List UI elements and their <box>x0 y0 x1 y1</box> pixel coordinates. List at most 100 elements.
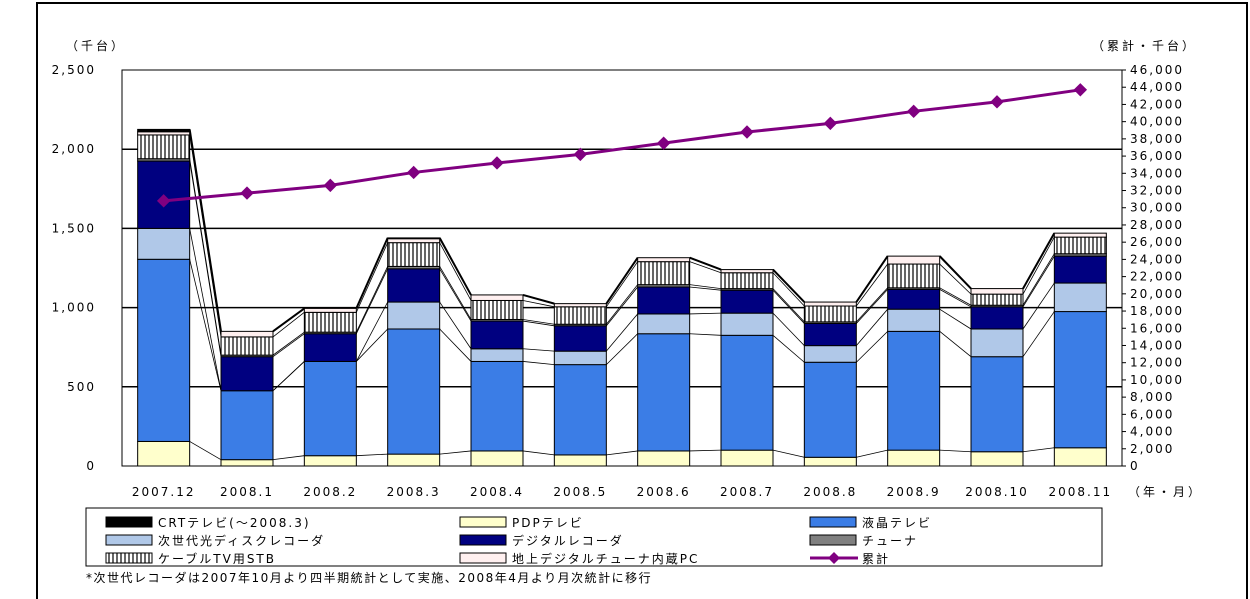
series-connector <box>272 455 305 461</box>
series-connector <box>355 268 389 334</box>
cumulative-point <box>156 194 171 208</box>
y-right-tick-label: 16,000 <box>1130 321 1184 335</box>
series-connector <box>1022 311 1055 357</box>
y-right-tick-label: 42,000 <box>1130 97 1184 111</box>
series-connector <box>522 450 555 456</box>
x-tick-label: 2008.10 <box>965 485 1029 499</box>
legend-swatch-stb <box>105 552 153 564</box>
cumulative-point <box>573 147 588 162</box>
bar-lcd <box>387 328 441 455</box>
y-right-tick-label: 26,000 <box>1130 235 1184 249</box>
bar-pdp <box>220 459 274 467</box>
y-right-tick-label: 38,000 <box>1130 132 1184 146</box>
y-right-tick-label: 30,000 <box>1130 201 1184 215</box>
legend-label-dvr: デジタルレコーダ <box>512 533 624 548</box>
series-connector <box>355 301 389 362</box>
bar-dvr <box>720 289 774 314</box>
x-axis-label: （年・月） <box>1128 485 1203 499</box>
series-connector <box>356 328 388 362</box>
series-connector <box>689 261 722 274</box>
bar-pc <box>1053 232 1107 238</box>
x-tick-label: 2008.2 <box>303 485 357 499</box>
bar-dvr <box>387 268 441 303</box>
bar-dvr <box>1053 255 1107 284</box>
bar-dvr <box>887 288 941 310</box>
bar-lcd <box>220 390 274 461</box>
series-connector <box>606 284 638 325</box>
bar-layer <box>137 128 1107 467</box>
legend-label-lcd: 液晶テレビ <box>862 515 932 530</box>
bar-crt <box>137 128 191 133</box>
bar-stb <box>637 261 691 286</box>
x-tick-label: 2008.5 <box>553 485 607 499</box>
series-connector <box>355 242 389 313</box>
series-connector <box>1022 253 1055 306</box>
legend-swatch-crt <box>105 516 153 528</box>
bar-pdp <box>553 454 607 467</box>
x-tick-label: 2008.6 <box>637 485 691 499</box>
bar-pc <box>303 307 357 313</box>
cumulative-point <box>740 125 754 139</box>
y-right-tick-label: 10,000 <box>1130 373 1184 387</box>
series-connector <box>939 289 972 308</box>
y-right-tick-label: 4,000 <box>1130 425 1174 439</box>
series-connector <box>355 237 389 309</box>
bar-stb <box>387 242 441 267</box>
series-connector <box>355 266 389 333</box>
series-connector <box>772 335 805 363</box>
series-connector <box>772 289 805 324</box>
series-connector <box>439 266 472 320</box>
series-connector <box>188 129 222 332</box>
bar-bd <box>720 312 774 336</box>
y-right-tick-label: 22,000 <box>1130 270 1184 284</box>
cumulative-line-layer <box>156 83 1088 208</box>
series-connector <box>522 320 555 327</box>
series-connector <box>772 312 805 346</box>
bar-pc <box>470 294 524 301</box>
series-connector <box>189 441 222 461</box>
bar-pdp <box>470 450 524 467</box>
y-right-tick-label: 6,000 <box>1130 407 1174 421</box>
bar-pdp <box>137 440 191 467</box>
legend-swatch-pc <box>459 552 507 564</box>
series-connector <box>772 288 805 323</box>
bar-stb <box>803 305 857 323</box>
x-tick-label: 2008.3 <box>387 485 441 499</box>
series-connector <box>606 286 638 327</box>
legend-label-tuner: チューナ <box>862 534 918 548</box>
bar-pc <box>220 330 274 338</box>
bar-bd <box>470 348 524 362</box>
bar-pdp <box>887 449 941 467</box>
series-connector <box>856 331 888 363</box>
bar-pdp <box>387 453 441 467</box>
series-connector <box>689 286 722 291</box>
cumulative-line <box>163 88 1081 203</box>
y-right-tick-label: 28,000 <box>1130 218 1184 232</box>
series-connector <box>939 308 972 330</box>
bar-bd <box>1053 282 1107 313</box>
legend-swatch-dvr <box>459 534 507 546</box>
series-connector <box>939 449 972 453</box>
series-connector <box>272 312 305 338</box>
bar-lcd <box>470 360 524 452</box>
bar-pc <box>887 255 941 265</box>
series-connector <box>272 307 305 333</box>
x-tick-label: 2008.8 <box>803 485 857 499</box>
series-connector <box>689 284 722 289</box>
series-connector <box>522 300 555 308</box>
series-connector <box>689 256 722 271</box>
series-connector <box>939 331 972 358</box>
bar-bd <box>970 328 1024 358</box>
x-tick-label: 2008.7 <box>720 485 774 499</box>
bar-stb <box>720 272 774 290</box>
y-right-tick-label: 36,000 <box>1130 149 1184 163</box>
bar-pc <box>803 301 857 307</box>
y-left-tick-label: 1,000 <box>52 301 96 315</box>
bar-lcd <box>1053 311 1107 449</box>
series-connector <box>1022 232 1056 290</box>
bar-pdp <box>803 456 857 467</box>
legend-label-cum: 累計 <box>862 551 890 566</box>
series-connector <box>938 255 972 290</box>
cumulative-point <box>823 116 838 131</box>
